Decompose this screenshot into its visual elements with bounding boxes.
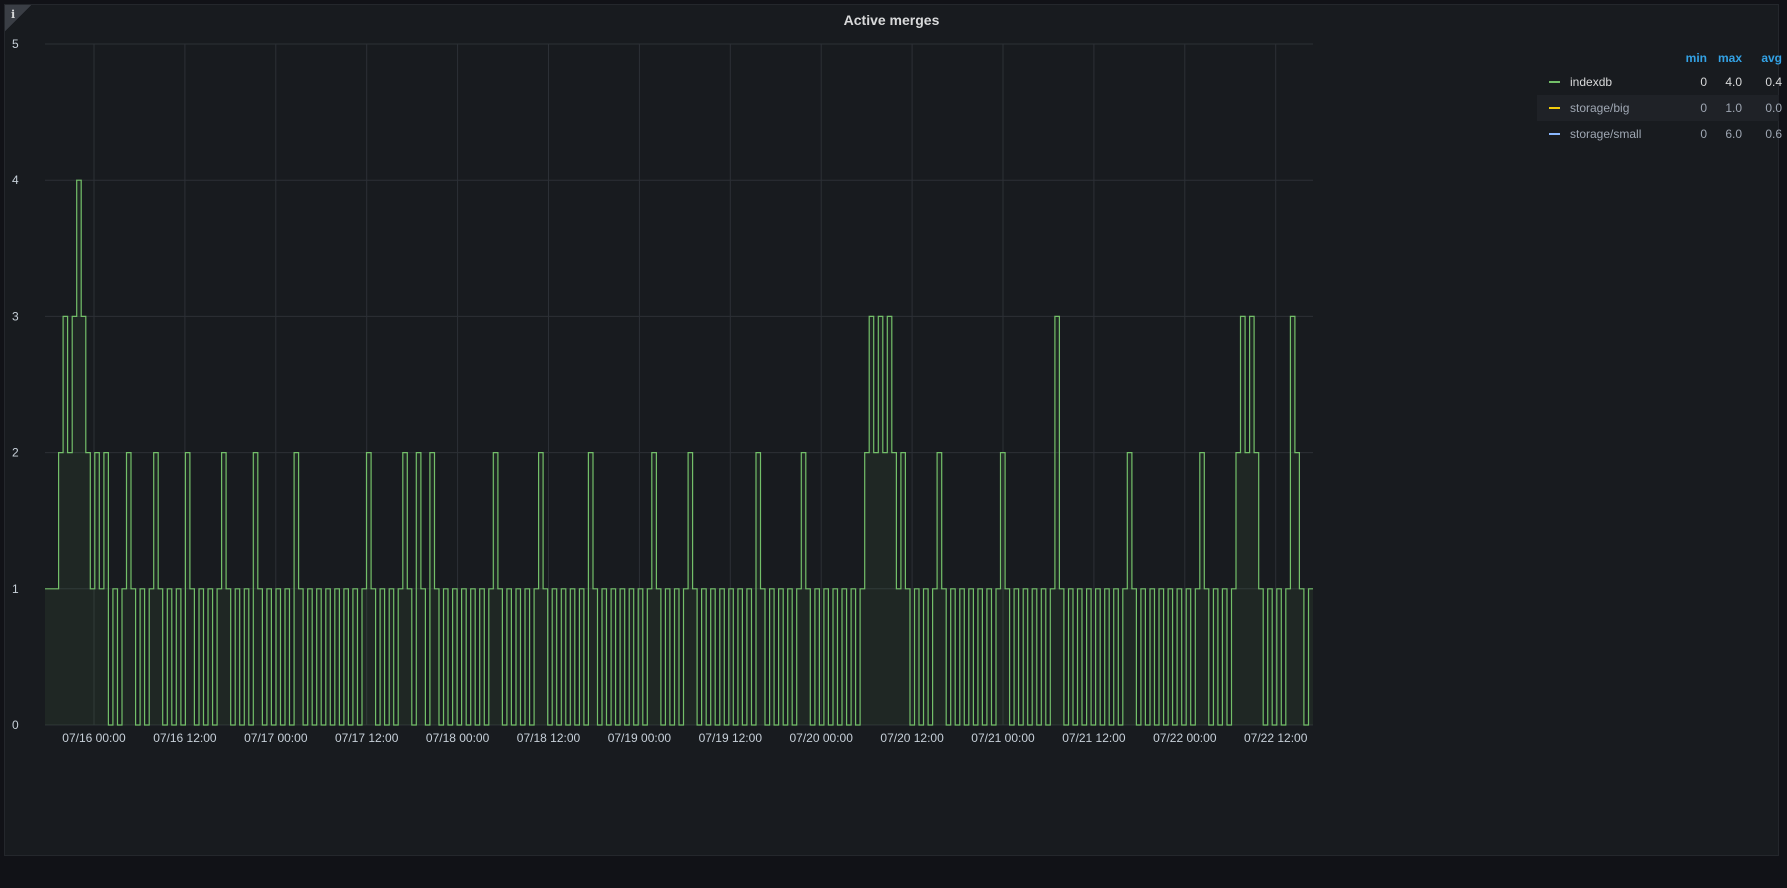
x-tick-label: 07/22 00:00	[1153, 731, 1217, 745]
x-tick-label: 07/16 00:00	[62, 731, 126, 745]
legend-item-label[interactable]: indexdb	[1570, 75, 1613, 89]
legend-swatch	[1549, 133, 1560, 135]
series-line-indexdb	[45, 179, 1313, 726]
x-tick-label: 07/17 12:00	[335, 731, 399, 745]
legend-header-max[interactable]: max	[1717, 51, 1742, 65]
legend-swatch	[1549, 107, 1560, 109]
y-tick-label: 0	[12, 718, 19, 732]
legend-max-value: 4.0	[1725, 75, 1742, 89]
legend-header-avg[interactable]: avg	[1761, 51, 1782, 65]
panel-corner[interactable]: i	[5, 5, 31, 31]
info-icon[interactable]: i	[11, 8, 16, 21]
legend-header-min[interactable]: min	[1685, 51, 1707, 65]
x-tick-label: 07/22 12:00	[1244, 731, 1308, 745]
legend: min max avg indexdb 0 4.0 0.4 storage/bi…	[1537, 49, 1782, 147]
y-tick-label: 2	[12, 446, 19, 460]
y-tick-label: 4	[12, 173, 19, 187]
legend-min-value: 0	[1700, 75, 1707, 89]
x-tick-label: 07/20 00:00	[789, 731, 853, 745]
chart-plot: 0 1 2 3 4 5 07/16 00:00 07/16 12:00 07/17 00:00 0…	[12, 37, 1313, 745]
legend-item-storage-small[interactable]: storage/small 0 6.0 0.6	[1537, 121, 1782, 147]
legend-header: min max avg	[1537, 49, 1782, 69]
legend-item-label[interactable]: storage/small	[1570, 127, 1642, 141]
y-tick-label: 3	[12, 309, 19, 323]
x-tick-label: 07/19 00:00	[608, 731, 672, 745]
x-tick-label: 07/19 12:00	[699, 731, 763, 745]
legend-avg-value: 0.6	[1765, 127, 1782, 141]
panel-title[interactable]: Active merges	[843, 12, 940, 28]
legend-item-storage-big[interactable]: storage/big 0 1.0 0.0	[1537, 95, 1782, 121]
legend-max-value: 6.0	[1725, 127, 1742, 141]
x-tick-label: 07/17 00:00	[244, 731, 308, 745]
legend-item-label[interactable]: storage/big	[1570, 101, 1630, 115]
x-tick-label: 07/18 00:00	[426, 731, 490, 745]
x-tick-label: 07/16 12:00	[153, 731, 217, 745]
legend-avg-value: 0.0	[1765, 101, 1782, 115]
legend-swatch	[1549, 81, 1560, 83]
y-tick-label: 5	[12, 37, 19, 51]
legend-min-value: 0	[1700, 101, 1707, 115]
legend-item-indexdb[interactable]: indexdb 0 4.0 0.4	[1537, 69, 1782, 95]
x-tick-label: 07/21 00:00	[971, 731, 1035, 745]
y-tick-label: 1	[12, 582, 19, 596]
x-tick-label: 07/21 12:00	[1062, 731, 1126, 745]
legend-avg-value: 0.4	[1765, 75, 1782, 89]
chart-panel: i Active merges 0 1 2 3 4 5 07/16 00:00 07/16 1…	[4, 4, 1782, 856]
x-tick-label: 07/18 12:00	[517, 731, 581, 745]
legend-min-value: 0	[1700, 127, 1707, 141]
legend-max-value: 1.0	[1725, 101, 1742, 115]
x-tick-label: 07/20 12:00	[880, 731, 944, 745]
